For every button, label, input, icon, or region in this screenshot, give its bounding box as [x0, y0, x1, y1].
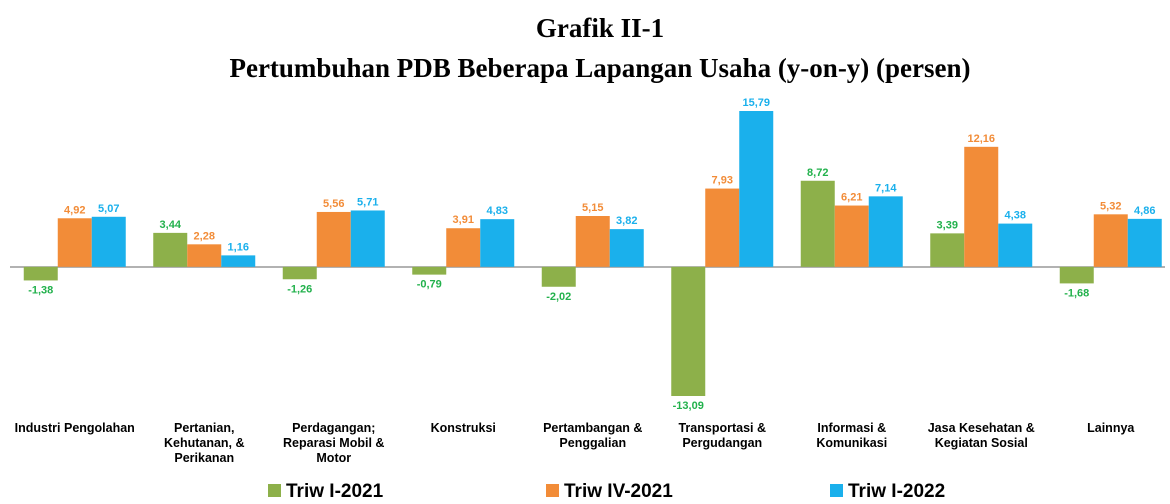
bar	[282, 266, 317, 280]
value-label: 3,91	[453, 214, 474, 226]
value-label: -0,79	[417, 279, 442, 291]
chart-title: Grafik II-1	[536, 13, 664, 43]
bar	[57, 218, 92, 267]
value-label: 3,39	[937, 219, 958, 231]
bar	[930, 233, 965, 267]
value-label: 2,28	[194, 230, 215, 242]
value-label: -13,09	[673, 400, 704, 412]
bar	[868, 196, 903, 267]
bar	[834, 205, 869, 267]
x-tick-label: Jasa Kesehatan & Kegiatan Sosial	[927, 421, 1035, 450]
legend-label: Triw I-2021	[286, 481, 384, 502]
bar	[541, 266, 576, 287]
value-label: 5,71	[357, 196, 378, 208]
bar	[23, 266, 58, 281]
value-label: 4,86	[1134, 205, 1155, 217]
bar	[739, 111, 774, 267]
value-label: 4,92	[64, 204, 85, 216]
bar	[350, 210, 385, 267]
value-label: 3,82	[616, 215, 637, 227]
bar	[609, 229, 644, 267]
value-label: 4,38	[1005, 210, 1026, 222]
value-label: 5,56	[323, 198, 344, 210]
value-label: 6,21	[841, 192, 862, 204]
legend-label: Triw IV-2021	[564, 481, 673, 502]
bar	[1059, 266, 1094, 284]
value-label: 3,44	[160, 219, 182, 231]
value-label: 5,32	[1100, 200, 1121, 212]
x-tick-label: Konstruksi	[430, 421, 496, 435]
bar	[964, 146, 999, 267]
legend-swatch	[268, 484, 281, 497]
x-tick-label: Industri Pengolahan	[14, 421, 135, 435]
bar	[412, 266, 447, 275]
bar	[91, 216, 126, 267]
legend-swatch	[546, 484, 559, 497]
bar	[480, 219, 515, 267]
value-label: 15,79	[742, 97, 770, 109]
legend-label: Triw I-2022	[848, 481, 945, 502]
value-label: 8,72	[807, 167, 828, 179]
value-label: 7,93	[712, 175, 733, 187]
bar	[671, 266, 706, 396]
value-label: 12,16	[967, 133, 995, 145]
bar	[316, 211, 351, 267]
bar	[800, 180, 835, 267]
value-label: 5,07	[98, 203, 119, 215]
value-label: 1,16	[228, 241, 249, 253]
x-tick-label: Perdagangan; Reparasi Mobil & Motor	[283, 421, 385, 465]
x-tick-label: Transportasi & Pergudangan	[678, 421, 767, 450]
bar	[998, 223, 1033, 267]
value-label: 5,15	[582, 202, 603, 214]
value-label: 7,14	[875, 182, 897, 194]
value-label: -1,38	[28, 284, 53, 296]
chart-subtitle: Pertumbuhan PDB Beberapa Lapangan Usaha …	[229, 53, 970, 83]
bar	[1093, 214, 1128, 267]
value-label: -2,02	[546, 291, 571, 303]
bar	[153, 232, 188, 267]
x-tick-label: Informasi & Komunikasi	[816, 421, 888, 450]
bar	[446, 228, 481, 267]
x-tick-label: Lainnya	[1087, 421, 1135, 435]
bar	[187, 244, 222, 267]
bar	[705, 188, 740, 267]
legend-swatch	[830, 484, 843, 497]
bar	[221, 255, 256, 267]
x-tick-label: Pertanian, Kehutanan, & Perikanan	[163, 421, 245, 465]
bar	[1127, 218, 1162, 267]
value-label: -1,68	[1064, 287, 1089, 299]
bar	[575, 216, 610, 267]
value-label: 4,83	[487, 205, 508, 217]
value-label: -1,26	[287, 283, 312, 295]
x-tick-label: Pertambangan & Penggalian	[543, 421, 643, 450]
